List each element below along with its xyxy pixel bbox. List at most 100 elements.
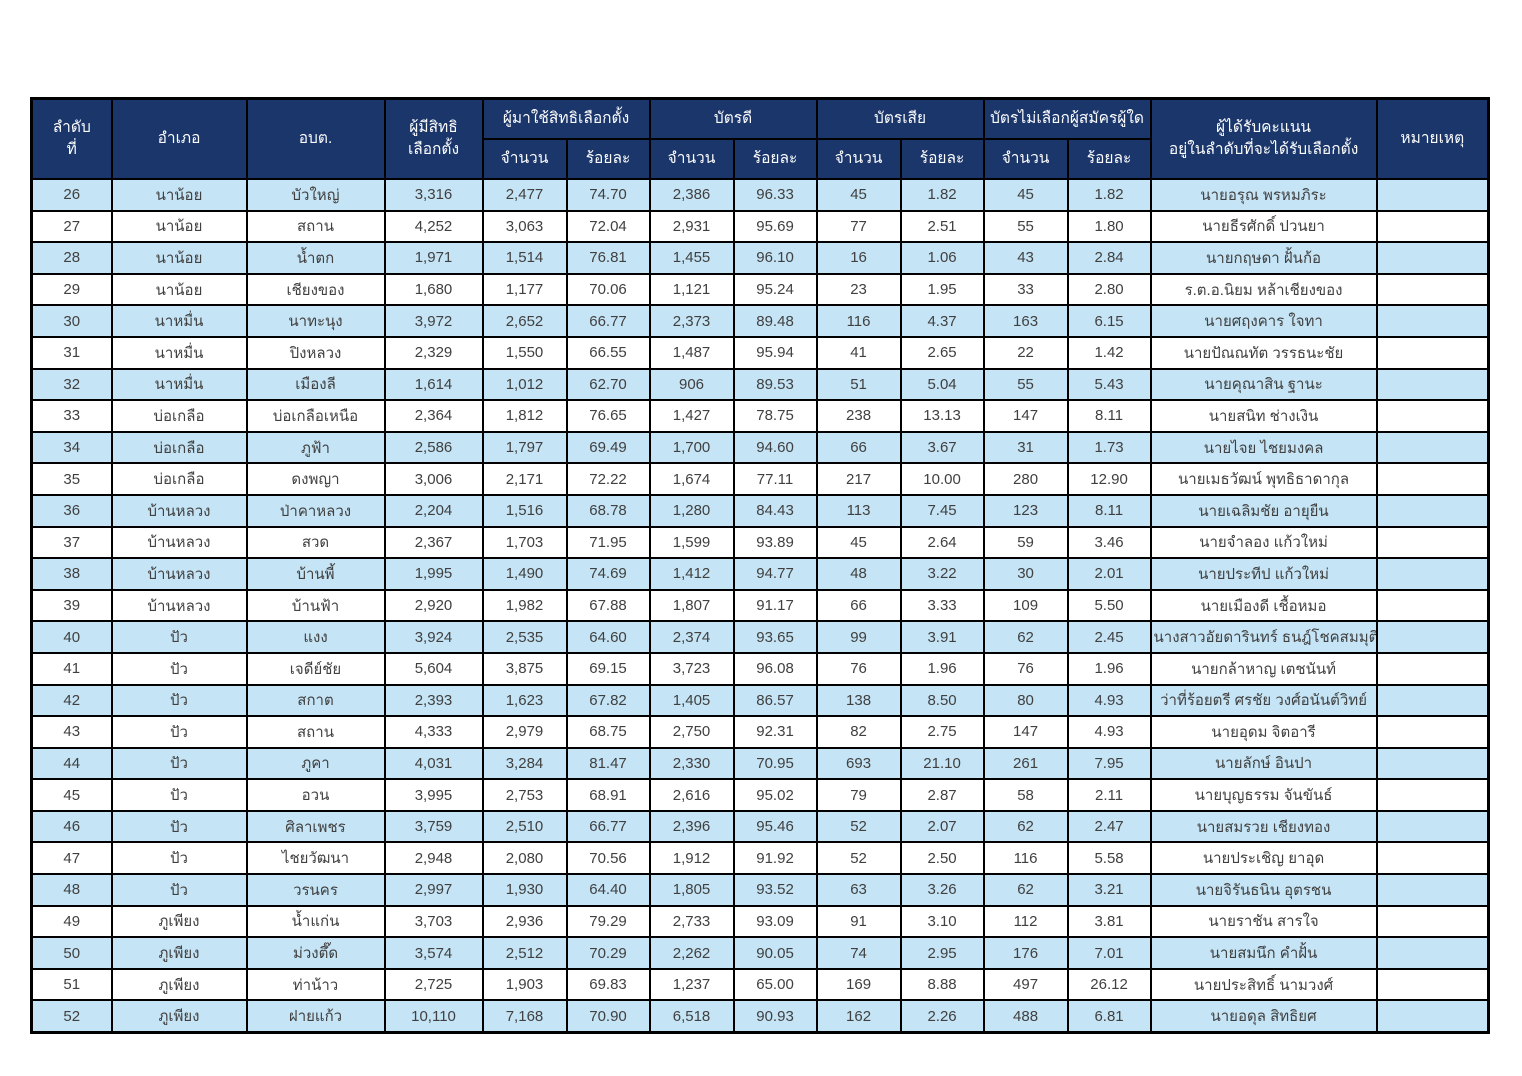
cell-remark <box>1375 746 1490 781</box>
cell-turnout-count: 1,797 <box>481 430 568 465</box>
cell-eligible-voters: 10,110 <box>383 999 484 1034</box>
cell-novote-count: 59 <box>982 525 1069 560</box>
cell-novote-percent: 2.45 <box>1066 620 1152 654</box>
cell-eligible-voters: 4,252 <box>383 209 484 244</box>
cell-eligible-voters: 2,367 <box>383 525 484 560</box>
cell-invalid-percent: 1.06 <box>899 241 985 275</box>
cell-novote-count: 43 <box>982 241 1069 275</box>
cell-sao: น้ำแก่น <box>245 904 386 939</box>
cell-sao: น้ำตก <box>245 241 386 275</box>
cell-row-number: 42 <box>30 683 113 718</box>
cell-winner-name: นายจำลอง แก้วใหม่ <box>1149 525 1378 560</box>
cell-district: ภูเพียง <box>110 999 248 1034</box>
cell-district: ปัว <box>110 620 248 654</box>
cell-eligible-voters: 2,725 <box>383 967 484 1002</box>
cell-remark <box>1375 841 1490 876</box>
cell-sao: เมืองลี <box>245 367 386 402</box>
cell-remark <box>1375 904 1490 939</box>
table-row: 37 บ้านหลวง สวด 2,367 1,703 71.95 1,599 … <box>30 525 1490 560</box>
cell-invalid-count: 41 <box>815 335 902 370</box>
cell-novote-count: 123 <box>982 493 1069 528</box>
cell-valid-percent: 91.17 <box>732 588 818 623</box>
cell-invalid-percent: 4.37 <box>899 304 985 338</box>
cell-row-number: 39 <box>30 588 113 623</box>
cell-invalid-count: 693 <box>815 746 902 781</box>
cell-remark <box>1375 178 1490 212</box>
cell-invalid-percent: 3.67 <box>899 430 985 465</box>
cell-invalid-percent: 2.51 <box>899 209 985 244</box>
cell-valid-count: 2,733 <box>648 904 735 939</box>
cell-district: นาน้อย <box>110 241 248 275</box>
cell-eligible-voters: 3,703 <box>383 904 484 939</box>
cell-turnout-percent: 68.75 <box>565 715 651 749</box>
cell-turnout-count: 1,982 <box>481 588 568 623</box>
table-row: 41 ปัว เจดีย์ชัย 5,604 3,875 69.15 3,723… <box>30 651 1490 686</box>
cell-novote-count: 76 <box>982 651 1069 686</box>
cell-district: นาน้อย <box>110 178 248 212</box>
cell-district: ปัว <box>110 683 248 718</box>
cell-district: ปัว <box>110 778 248 812</box>
cell-sao: ภูคา <box>245 746 386 781</box>
cell-novote-count: 33 <box>982 272 1069 307</box>
cell-valid-count: 1,674 <box>648 462 735 496</box>
cell-turnout-percent: 76.65 <box>565 399 651 433</box>
cell-turnout-percent: 62.70 <box>565 367 651 402</box>
cell-winner-name: นายอรุณ พรหมภิระ <box>1149 178 1378 212</box>
cell-novote-count: 280 <box>982 462 1069 496</box>
cell-valid-percent: 96.10 <box>732 241 818 275</box>
cell-eligible-voters: 1,614 <box>383 367 484 402</box>
cell-row-number: 49 <box>30 904 113 939</box>
header-valid-ballots-group: บัตรดี <box>648 97 818 140</box>
cell-turnout-percent: 64.60 <box>565 620 651 654</box>
header-turnout-group: ผู้มาใช้สิทธิเลือกตั้ง <box>481 97 651 140</box>
cell-valid-percent: 95.94 <box>732 335 818 370</box>
header-eligible-voters: ผู้มีสิทธิ เลือกตั้ง <box>383 97 484 180</box>
cell-turnout-percent: 69.83 <box>565 967 651 1002</box>
cell-row-number: 40 <box>30 620 113 654</box>
cell-remark <box>1375 399 1490 433</box>
cell-sao: สกาต <box>245 683 386 718</box>
cell-valid-percent: 77.11 <box>732 462 818 496</box>
cell-novote-count: 58 <box>982 778 1069 812</box>
cell-sao: ดงพญา <box>245 462 386 496</box>
cell-invalid-count: 217 <box>815 462 902 496</box>
cell-eligible-voters: 3,316 <box>383 178 484 212</box>
cell-district: บ่อเกลือ <box>110 399 248 433</box>
cell-valid-count: 1,599 <box>648 525 735 560</box>
cell-valid-percent: 89.48 <box>732 304 818 338</box>
table-row: 45 ปัว อวน 3,995 2,753 68.91 2,616 95.02… <box>30 778 1490 812</box>
cell-sao: อวน <box>245 778 386 812</box>
cell-sao: ปิงหลวง <box>245 335 386 370</box>
cell-turnout-count: 2,477 <box>481 178 568 212</box>
cell-valid-percent: 96.33 <box>732 178 818 212</box>
cell-invalid-percent: 2.50 <box>899 841 985 876</box>
cell-remark <box>1375 683 1490 718</box>
cell-winner-name: นายอดุล สิทธิยศ <box>1149 999 1378 1034</box>
cell-novote-percent: 6.15 <box>1066 304 1152 338</box>
cell-novote-percent: 1.42 <box>1066 335 1152 370</box>
cell-valid-count: 2,386 <box>648 178 735 212</box>
cell-turnout-percent: 64.40 <box>565 873 651 907</box>
cell-district: ปัว <box>110 873 248 907</box>
header-turnout-count: จำนวน <box>481 138 568 180</box>
cell-novote-percent: 3.46 <box>1066 525 1152 560</box>
cell-invalid-percent: 3.91 <box>899 620 985 654</box>
cell-row-number: 37 <box>30 525 113 560</box>
cell-novote-percent: 12.90 <box>1066 462 1152 496</box>
cell-invalid-percent: 3.26 <box>899 873 985 907</box>
table-row: 33 บ่อเกลือ บ่อเกลือเหนือ 2,364 1,812 76… <box>30 399 1490 433</box>
cell-sao: ฝายแก้ว <box>245 999 386 1034</box>
cell-district: นาน้อย <box>110 209 248 244</box>
cell-row-number: 28 <box>30 241 113 275</box>
cell-valid-percent: 90.93 <box>732 999 818 1034</box>
cell-remark <box>1375 873 1490 907</box>
cell-valid-count: 1,237 <box>648 967 735 1002</box>
cell-invalid-count: 113 <box>815 493 902 528</box>
cell-district: ปัว <box>110 651 248 686</box>
cell-turnout-percent: 76.81 <box>565 241 651 275</box>
cell-row-number: 30 <box>30 304 113 338</box>
cell-invalid-percent: 3.33 <box>899 588 985 623</box>
cell-valid-percent: 94.77 <box>732 557 818 591</box>
cell-row-number: 27 <box>30 209 113 244</box>
cell-invalid-count: 63 <box>815 873 902 907</box>
